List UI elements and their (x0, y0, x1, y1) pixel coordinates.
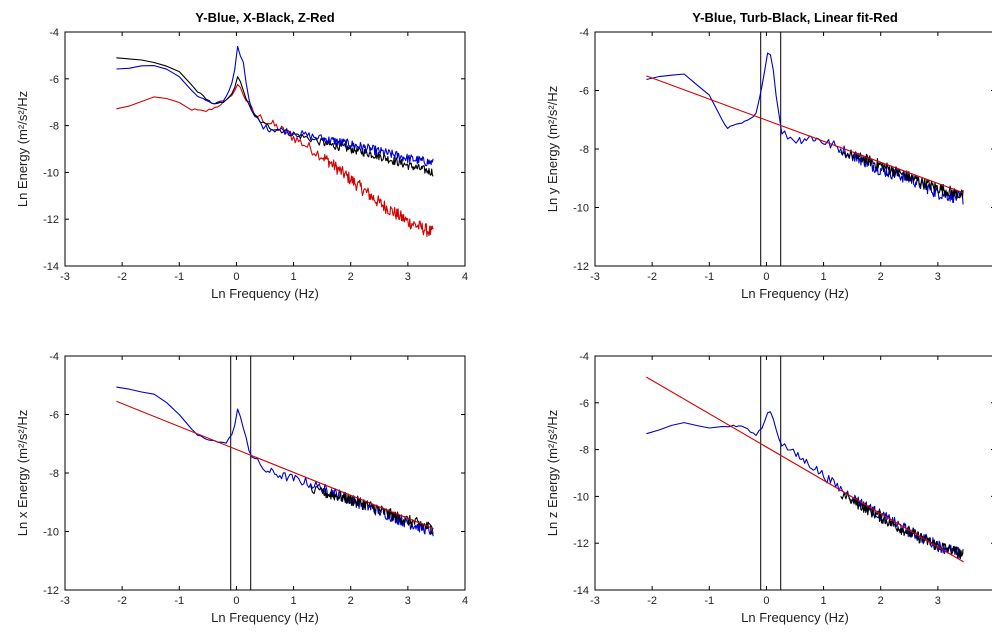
x-tick-label: -1 (704, 595, 714, 607)
x-tick-label: -1 (174, 595, 184, 607)
x-tick-label: -3 (60, 595, 70, 607)
x-tick-label: -2 (117, 271, 127, 283)
chart-panel-1: -3 -2 -1 0 1 2 3 4-14-12-10-8-6-4Y-Blue, X-Blac… (15, 10, 468, 301)
x-tick-label: 1 (821, 595, 827, 607)
series-line-2 (840, 149, 964, 200)
x-tick-label: -3 (60, 271, 70, 283)
x-tick-label: -2 (117, 595, 127, 607)
y-tick-label: -6 (49, 410, 59, 422)
plot-area (594, 355, 992, 591)
plot-content (116, 45, 434, 237)
series-line-3 (116, 400, 434, 530)
y-tick-label: -10 (43, 167, 59, 179)
x-axis-label: Ln Frequency (Hz) (211, 610, 319, 625)
x-tick-label: -3 (590, 595, 600, 607)
y-tick-label: -10 (573, 491, 589, 503)
y-tick-label: -6 (579, 86, 589, 98)
x-tick-label: 0 (233, 595, 239, 607)
plot-area (64, 355, 466, 591)
plot-content (646, 32, 964, 266)
x-tick-label: 1 (821, 271, 827, 283)
series-line-1 (116, 83, 434, 237)
series-line-2 (840, 492, 964, 560)
x-tick-label: 3 (405, 595, 411, 607)
series-line-1 (646, 52, 964, 205)
series-line-3 (646, 376, 964, 563)
plot-area (64, 31, 466, 267)
chart-panel-3: -3 -2 -1 0 1 2 3 4-12-10-8-6-4Ln Frequency (Hz)… (15, 351, 468, 625)
series-line-1 (646, 411, 964, 559)
x-tick-label: 2 (348, 595, 354, 607)
chart-title: Y-Blue, X-Black, Z-Red (195, 10, 334, 25)
plot-content (116, 356, 434, 590)
series-line-3 (116, 45, 434, 167)
chart-title: Y-Blue, Turb-Black, Linear fit-Red (692, 10, 898, 25)
plot-area (594, 31, 992, 267)
y-tick-label: -12 (573, 538, 589, 550)
x-tick-label: 2 (878, 271, 884, 283)
y-tick-label: -10 (43, 527, 59, 539)
x-tick-label: 2 (348, 271, 354, 283)
y-tick-label: -8 (579, 144, 589, 156)
x-tick-label: 1 (291, 271, 297, 283)
y-axis-label: Ln Energy (m²/s²/Hz (15, 91, 30, 207)
y-tick-label: -12 (43, 214, 59, 226)
y-tick-label: -12 (43, 585, 59, 597)
series-line-3 (646, 75, 964, 194)
x-tick-label: -1 (704, 271, 714, 283)
x-tick-label: 2 (878, 595, 884, 607)
x-tick-label: -2 (647, 595, 657, 607)
series-line-2 (116, 57, 434, 177)
y-tick-label: -8 (49, 468, 59, 480)
x-tick-label: -3 (590, 271, 600, 283)
x-tick-label: 3 (935, 595, 941, 607)
x-axis-label: Ln Frequency (Hz) (211, 286, 319, 301)
series-line-1 (116, 386, 434, 537)
x-tick-label: 4 (462, 271, 468, 283)
x-tick-label: -1 (174, 271, 184, 283)
y-tick-label: -8 (49, 121, 59, 133)
y-tick-label: -4 (49, 27, 59, 39)
x-tick-label: 1 (291, 595, 297, 607)
x-tick-label: -2 (647, 271, 657, 283)
y-tick-label: -14 (43, 261, 59, 273)
x-tick-label: 3 (405, 271, 411, 283)
x-axis-label: Ln Frequency (Hz) (741, 286, 849, 301)
y-tick-label: -10 (573, 203, 589, 215)
x-tick-label: 3 (935, 271, 941, 283)
y-tick-label: -6 (579, 398, 589, 410)
y-tick-label: -14 (573, 585, 589, 597)
y-tick-label: -12 (573, 261, 589, 273)
y-tick-label: -4 (579, 351, 589, 363)
x-tick-label: 0 (233, 271, 239, 283)
x-axis-label: Ln Frequency (Hz) (741, 610, 849, 625)
x-tick-label: 0 (763, 271, 769, 283)
y-tick-label: -6 (49, 74, 59, 86)
y-axis-label: Ln y Energy (m²/s²/Hz (545, 86, 560, 212)
y-tick-label: -4 (49, 351, 59, 363)
y-tick-label: -8 (579, 445, 589, 457)
y-axis-label: Ln x Energy (m²/s²/Hz (15, 410, 30, 536)
y-tick-label: -4 (579, 27, 589, 39)
plot-content (646, 356, 964, 590)
x-tick-label: 0 (763, 595, 769, 607)
x-tick-label: 4 (462, 595, 468, 607)
y-axis-label: Ln z Energy (m²/s²/Hz (545, 410, 560, 536)
